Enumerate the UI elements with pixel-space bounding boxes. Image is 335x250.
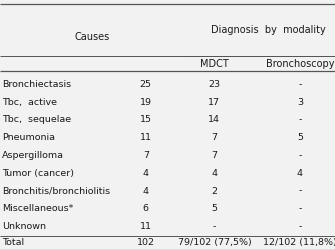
Text: 6: 6 [143, 204, 149, 213]
Text: Bronchitis/bronchiolitis: Bronchitis/bronchiolitis [2, 186, 110, 196]
Text: 7: 7 [211, 151, 217, 160]
Text: Tumor (cancer): Tumor (cancer) [2, 169, 74, 178]
Text: -: - [298, 186, 302, 196]
Text: -: - [298, 222, 302, 231]
Text: Diagnosis  by  modality: Diagnosis by modality [211, 25, 325, 35]
Text: 7: 7 [143, 151, 149, 160]
Text: Bronchoscopy: Bronchoscopy [266, 59, 334, 69]
Text: 15: 15 [140, 116, 152, 124]
Text: Bronchiectasis: Bronchiectasis [2, 80, 71, 89]
Text: -: - [298, 151, 302, 160]
Text: Unknown: Unknown [2, 222, 46, 231]
Text: 5: 5 [297, 133, 303, 142]
Text: Tbc,  active: Tbc, active [2, 98, 57, 107]
Text: Aspergilloma: Aspergilloma [2, 151, 64, 160]
Text: -: - [213, 222, 216, 231]
Text: 2: 2 [211, 186, 217, 196]
Text: 4: 4 [297, 169, 303, 178]
Text: 14: 14 [208, 116, 220, 124]
Text: 19: 19 [140, 98, 152, 107]
Text: 11: 11 [140, 133, 152, 142]
Text: -: - [298, 116, 302, 124]
Text: 25: 25 [140, 80, 152, 89]
Text: 17: 17 [208, 98, 220, 107]
Text: 23: 23 [208, 80, 220, 89]
Text: Miscellaneous*: Miscellaneous* [2, 204, 73, 213]
Text: 3: 3 [297, 98, 303, 107]
Text: -: - [298, 204, 302, 213]
Text: 102: 102 [137, 238, 155, 247]
Text: Total: Total [2, 238, 24, 247]
Text: MDCT: MDCT [200, 59, 229, 69]
Text: Tbc,  sequelae: Tbc, sequelae [2, 116, 71, 124]
Text: Causes: Causes [74, 32, 110, 42]
Text: 5: 5 [211, 204, 217, 213]
Text: -: - [298, 80, 302, 89]
Text: 12/102 (11,8%): 12/102 (11,8%) [263, 238, 335, 247]
Text: 11: 11 [140, 222, 152, 231]
Text: 4: 4 [143, 169, 149, 178]
Text: 7: 7 [211, 133, 217, 142]
Text: 79/102 (77,5%): 79/102 (77,5%) [178, 238, 251, 247]
Text: 4: 4 [211, 169, 217, 178]
Text: 4: 4 [143, 186, 149, 196]
Text: Pneumonia: Pneumonia [2, 133, 55, 142]
